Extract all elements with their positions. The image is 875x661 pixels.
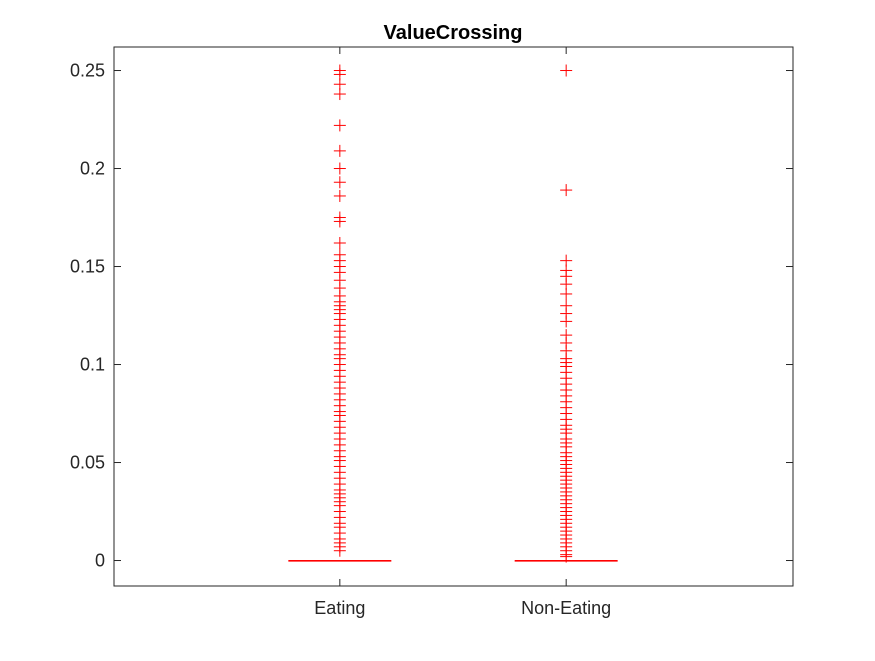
outlier-marker [333,88,346,101]
outlier-marker [333,119,346,132]
outlier-marker [560,64,573,77]
box-group-non-eating [514,64,618,563]
x-tick-label: Non-Eating [521,598,611,618]
y-tick-label: 0.2 [80,159,105,179]
outlier-marker [560,315,573,328]
outlier-marker [333,176,346,189]
axes-box [113,46,794,587]
box-group-eating [288,64,392,562]
y-tick-label: 0.05 [70,453,105,473]
x-tick-label: Eating [314,598,365,618]
outlier-marker [333,162,346,175]
outlier-marker [560,184,573,197]
outlier-marker [333,189,346,202]
outlier-marker [333,144,346,157]
outlier-marker [333,237,346,249]
outlier-marker [333,544,346,557]
y-tick-label: 0 [95,551,105,571]
outlier-marker [560,550,573,563]
plot-area [288,64,618,563]
y-tick-label: 0.15 [70,257,105,277]
y-tick-label: 0.1 [80,355,105,375]
chart-title: ValueCrossing [384,22,523,44]
y-tick-label: 0.25 [70,61,105,81]
outlier-marker [560,287,573,300]
axes: 0 0.05 0.1 0.15 0.2 0.25 Eating Non-Eating [70,46,794,618]
outlier-marker [333,215,346,228]
